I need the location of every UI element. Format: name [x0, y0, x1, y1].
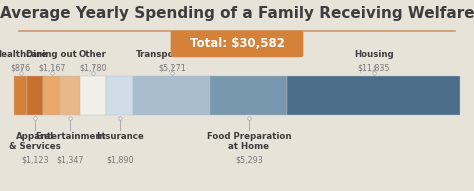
Text: Transportation: Transportation: [136, 50, 208, 59]
Text: Other: Other: [79, 50, 107, 59]
Text: Housing: Housing: [354, 50, 393, 59]
Text: Healthcare: Healthcare: [0, 50, 47, 59]
Text: $5,271: $5,271: [158, 63, 186, 72]
Text: $1,123: $1,123: [21, 155, 49, 164]
Text: Dining out: Dining out: [27, 50, 77, 59]
Text: Apparel
& Services: Apparel & Services: [9, 132, 61, 151]
Text: $1,780: $1,780: [79, 63, 107, 72]
Bar: [60, 76, 80, 115]
Text: Entertainment: Entertainment: [35, 132, 106, 141]
Bar: [287, 76, 460, 115]
Text: $1,167: $1,167: [38, 63, 65, 72]
Bar: [80, 76, 106, 115]
Bar: [134, 76, 210, 115]
Text: $11,835: $11,835: [357, 63, 390, 72]
FancyBboxPatch shape: [171, 31, 303, 57]
Bar: [27, 76, 43, 115]
Text: Total: $30,582: Total: $30,582: [190, 37, 284, 50]
Text: $5,293: $5,293: [235, 155, 263, 164]
Text: Average Yearly Spending of a Family Receiving Welfare: Average Yearly Spending of a Family Rece…: [0, 6, 474, 21]
Text: Food Preparation
at Home: Food Preparation at Home: [207, 132, 291, 151]
Bar: [210, 76, 287, 115]
Bar: [43, 76, 60, 115]
Text: $876: $876: [10, 63, 31, 72]
Text: Insurance: Insurance: [96, 132, 144, 141]
Text: $1,890: $1,890: [106, 155, 133, 164]
Text: $1,347: $1,347: [56, 155, 84, 164]
Bar: [106, 76, 134, 115]
Bar: [14, 76, 27, 115]
